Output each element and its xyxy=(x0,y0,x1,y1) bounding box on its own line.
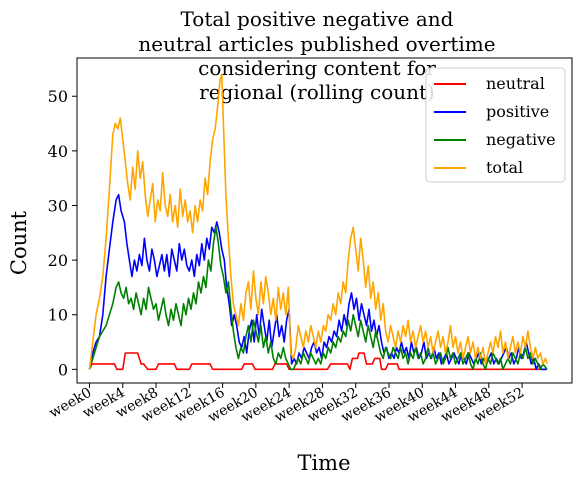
x-axis-label: Time xyxy=(297,451,350,475)
x-axis: week0week4week8week12week16week20week24w… xyxy=(47,383,527,426)
legend: neutral positive negative total xyxy=(425,67,566,183)
chart-title-line-3: considering content for xyxy=(198,56,436,80)
y-axis-label: Count xyxy=(7,210,31,275)
series-line-neutral xyxy=(88,352,547,371)
y-tick-label: 40 xyxy=(48,142,68,161)
y-axis: 0 10 20 30 40 50 xyxy=(48,87,77,379)
chart-title-line-4: regional (rolling count) xyxy=(199,80,435,104)
y-tick-label: 0 xyxy=(58,360,68,379)
y-tick-label: 10 xyxy=(48,306,68,325)
series-line-positive xyxy=(88,193,547,371)
series-line-negative xyxy=(88,226,548,371)
chart-title-line-1: Total positive negative and xyxy=(181,7,454,31)
chart-title-line-2: neutral articles published overtime xyxy=(138,32,495,56)
y-tick-label: 50 xyxy=(48,87,68,106)
chart-title: Total positive negative and neutral arti… xyxy=(138,7,495,104)
plot-area xyxy=(88,73,548,371)
y-tick-label: 30 xyxy=(48,196,68,215)
legend-label-neutral: neutral xyxy=(486,74,545,93)
series-line-total xyxy=(88,73,548,370)
legend-box xyxy=(425,67,566,183)
y-tick-label: 20 xyxy=(48,251,68,270)
legend-label-negative: negative xyxy=(486,130,556,149)
legend-label-positive: positive xyxy=(486,102,549,121)
legend-label-total: total xyxy=(486,158,523,177)
axes-frame xyxy=(76,57,573,384)
